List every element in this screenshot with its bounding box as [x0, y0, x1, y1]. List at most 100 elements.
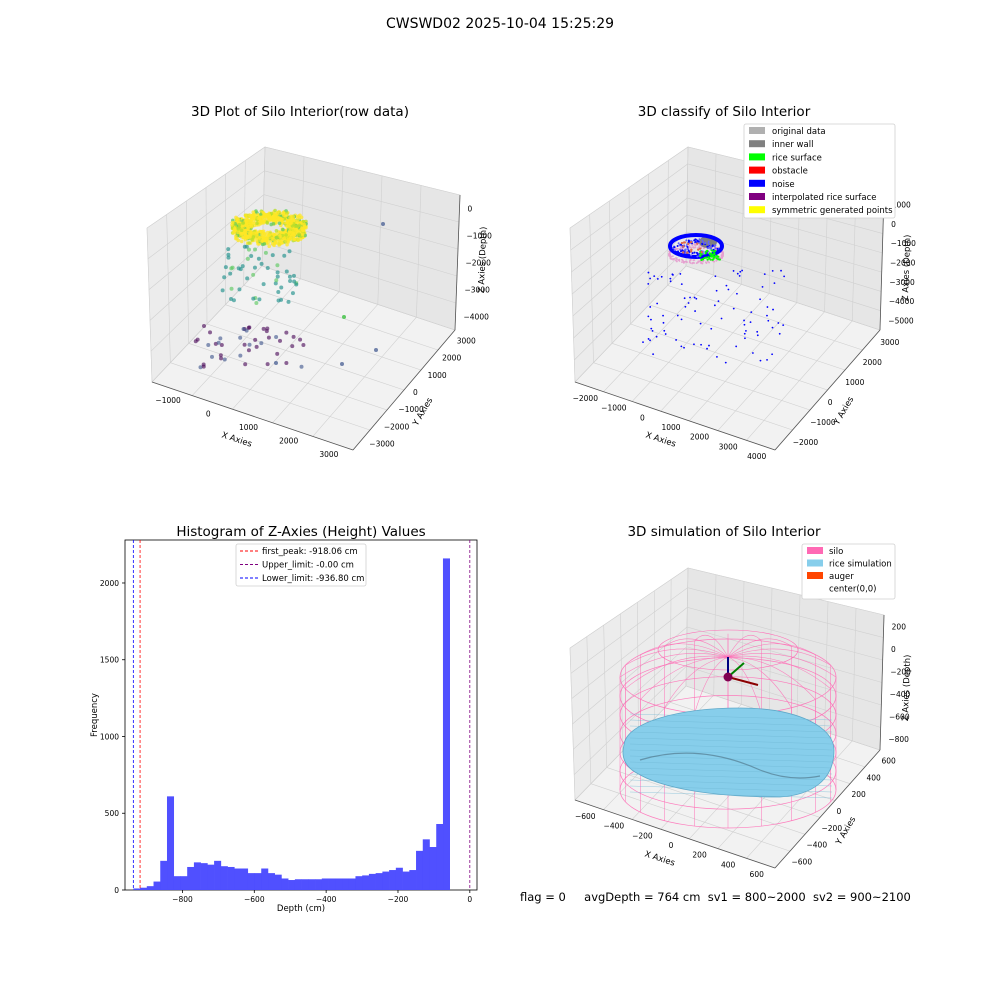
panel1-point — [264, 234, 269, 239]
panel2-grid-y — [593, 362, 793, 431]
panel1-point — [243, 213, 248, 218]
panel1-point — [237, 222, 242, 227]
panel1-point — [229, 286, 234, 291]
panel2-legend-label: noise — [772, 180, 795, 190]
panel1-point — [259, 341, 264, 346]
panel1-point — [273, 240, 278, 245]
histogram-bars — [133, 558, 450, 890]
panel2-noise-point — [766, 306, 769, 308]
panel1-x-tick: 2000 — [279, 437, 298, 446]
panel2-obstacle-point — [686, 251, 689, 254]
histogram-bar — [362, 875, 370, 890]
panel1-point — [292, 279, 297, 284]
histogram-bar — [294, 879, 302, 890]
panel2-noise-point — [693, 296, 696, 299]
panel2-noise-point — [698, 238, 701, 241]
panel-simulation: 3D simulation of Silo Interior −600−400−… — [569, 524, 913, 879]
panel4-x-label: X Axies — [643, 849, 676, 868]
panel1-point — [284, 233, 288, 237]
panel2-noise-point — [736, 292, 738, 295]
panel2-legend-swatch — [749, 179, 765, 187]
panel1-point — [245, 256, 250, 261]
panel1-point — [238, 353, 243, 358]
panel2-noise-point — [777, 322, 780, 324]
panel2-noise-point — [750, 311, 753, 314]
panel1-point — [254, 344, 259, 349]
panel4-grid-y — [606, 767, 806, 835]
panel4-legend-label: center(0,0) — [829, 585, 877, 595]
histogram-bar — [348, 878, 356, 890]
histogram-bar — [274, 874, 282, 890]
histogram-axes-frame — [124, 539, 478, 891]
panel2-legend-label: interpolated rice surface — [772, 193, 877, 203]
panel1-point — [240, 264, 245, 269]
panel1-point — [270, 253, 275, 258]
panel1-point — [251, 296, 256, 301]
panel2-noise-point — [689, 296, 691, 299]
panel4-legend-swatch — [807, 547, 823, 554]
panel2-x-tick: 0 — [640, 413, 645, 422]
histogram-bar — [247, 873, 255, 890]
histogram-bar — [133, 888, 141, 890]
panel1-grid-z — [148, 194, 459, 290]
panel1-grid-z — [146, 146, 461, 229]
histogram-x-ticks: −800 −600 −400 −200 0 — [172, 890, 472, 904]
panel1-point — [218, 353, 223, 358]
panel4-legend-frame — [801, 543, 896, 600]
panel2-noise-point — [683, 346, 685, 349]
rice-surface-mesh — [629, 731, 833, 739]
panel2-legend: original data inner wall rice surface obsta… — [743, 123, 896, 219]
panel1-z-tick: −2000 — [466, 259, 492, 268]
panel2-noise-point — [649, 306, 652, 308]
histogram-y-tick-label: 0 — [114, 886, 119, 895]
panel1-point — [277, 243, 282, 247]
panel2-noise-point — [713, 245, 716, 248]
panel1-point — [275, 351, 280, 356]
status-sv1: sv1 = 800~2000 — [707, 890, 806, 904]
panel1-point — [274, 229, 279, 233]
panel2-legend-swatch — [749, 127, 765, 134]
panel2-x-tick: −1000 — [601, 404, 627, 413]
panel1-point — [273, 208, 277, 213]
silo-dome-line — [727, 648, 831, 666]
panel2-noise-point — [699, 322, 702, 325]
panel2-noise-ring — [668, 233, 724, 259]
panel1-point — [285, 220, 289, 225]
panel1-y-axis-line — [352, 329, 456, 451]
silo-dome-line — [727, 656, 816, 700]
panel2-rice-point — [713, 255, 716, 259]
histogram-bar — [173, 876, 181, 890]
panel1-point — [218, 336, 223, 341]
panel2-interp-point — [678, 247, 680, 250]
panel1-point — [277, 221, 282, 226]
panel2-noise-point — [669, 280, 672, 283]
panel1-point — [291, 214, 295, 219]
panel2-interp-point — [722, 251, 724, 254]
panel2-noise-point — [650, 327, 653, 330]
histogram-bar — [180, 876, 188, 890]
panel1-point — [276, 298, 281, 303]
panel1-point — [241, 221, 246, 225]
panel1-point — [239, 232, 244, 237]
panel2-grid-y-wall — [667, 160, 669, 286]
panel2-grid-y-wall — [609, 200, 613, 344]
panel1-point — [241, 235, 246, 240]
panel4-legend-swatch — [807, 572, 823, 579]
panel1-point — [297, 223, 302, 228]
panel1-point — [291, 236, 296, 241]
panel1-point — [259, 238, 263, 243]
panel4-grid-z — [572, 626, 883, 725]
panel1-point — [235, 216, 240, 221]
panel4-y-tick: 400 — [867, 773, 882, 782]
panel2-noise-point — [738, 275, 741, 277]
panel2-noise-point — [771, 269, 774, 272]
histogram-bar — [160, 860, 168, 890]
panel1-grid-y-wall — [186, 200, 189, 344]
panel-raw-data: 3D Plot of Silo Interior(row data) −1000… — [146, 104, 492, 459]
panel4-grid-z — [573, 646, 882, 750]
panel2-noise-point — [707, 242, 710, 245]
panel2-rice-point — [700, 258, 703, 261]
panel4-x-tick: 600 — [750, 870, 765, 879]
panel2-noise-point — [766, 314, 768, 317]
panel2-noise-point — [684, 249, 687, 252]
